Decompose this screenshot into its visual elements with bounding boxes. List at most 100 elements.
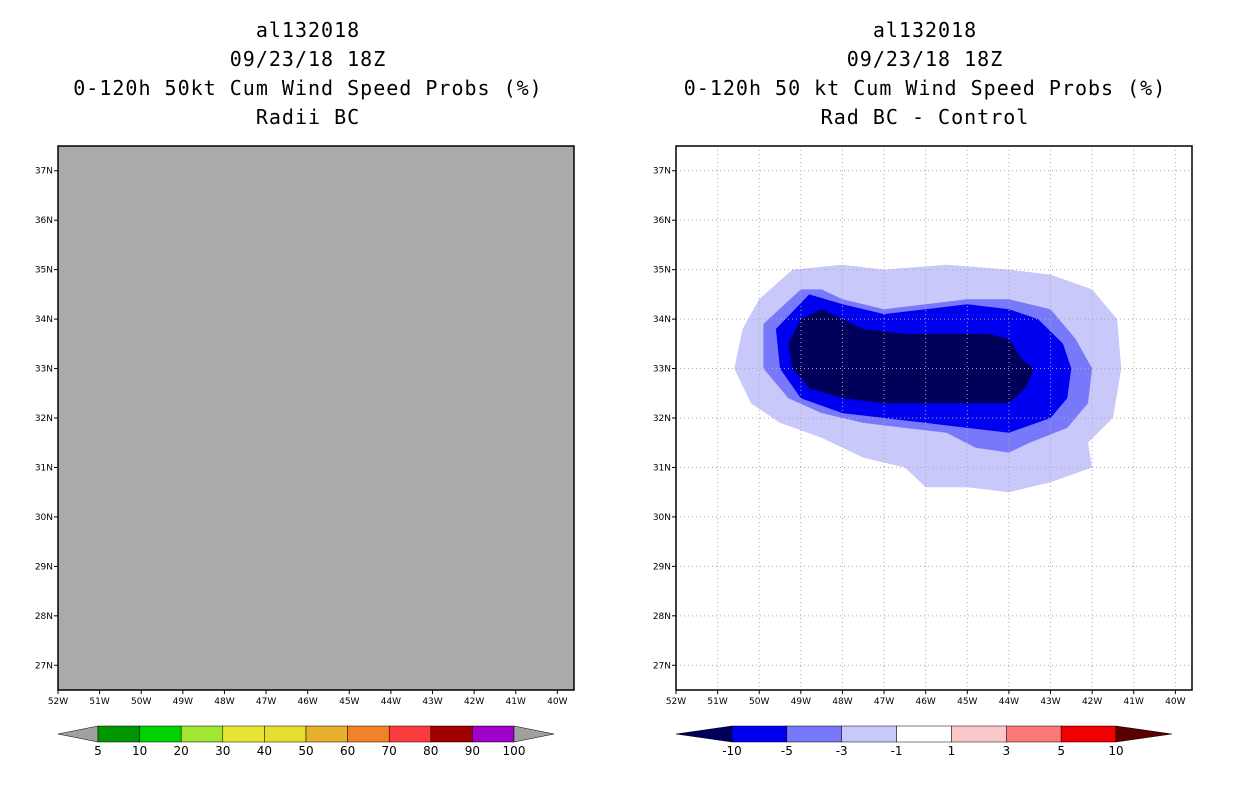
right-colorbar-label-5: 5 <box>1057 744 1065 758</box>
right-xtick-label-51W: 51W <box>707 697 727 707</box>
right-xtick-label-43W: 43W <box>1040 697 1060 707</box>
left-ytick-label-30N: 30N <box>35 513 53 523</box>
right-colorbar-swatch-4 <box>896 725 952 743</box>
right-colorbar-label-3: 3 <box>1002 744 1010 758</box>
right-xtick-label-47W: 47W <box>874 697 894 707</box>
right-ytick-label-28N: 28N <box>653 612 671 622</box>
left-colorbar-swatch-9 <box>430 725 473 743</box>
left-colorbar-swatch-7 <box>347 725 390 743</box>
left-colorbar-swatch-2 <box>139 725 182 743</box>
right-colorbar-label--5: -5 <box>781 744 793 758</box>
right-ytick-label-32N: 32N <box>653 414 671 424</box>
left-ytick-label-37N: 37N <box>35 167 53 177</box>
left-ytick-label-29N: 29N <box>35 562 53 572</box>
right-ytick-label-29N: 29N <box>653 562 671 572</box>
right-colorbar-swatch-1 <box>731 725 788 743</box>
left-xtick-label-50W: 50W <box>131 697 151 707</box>
left-colorbar-swatch-5 <box>264 725 307 743</box>
right-ytick-label-37N: 37N <box>653 167 671 177</box>
left-ytick-label-31N: 31N <box>35 463 53 473</box>
left-colorbar-label-50: 50 <box>298 744 313 758</box>
left-colorbar-label-70: 70 <box>382 744 397 758</box>
left-colorbar-label-40: 40 <box>257 744 272 758</box>
right-title-product: 0-120h 50 kt Cum Wind Speed Probs (%) <box>683 76 1167 100</box>
right-xtick-label-49W: 49W <box>791 697 811 707</box>
right-colorbar-swatch-7 <box>1060 725 1117 743</box>
left-xtick-label-49W: 49W <box>173 697 193 707</box>
left-ytick-label-27N: 27N <box>35 661 53 671</box>
right-ytick-label-31N: 31N <box>653 463 671 473</box>
right-colorbar-swatch-3 <box>841 725 897 743</box>
right-title-storm-id: al132018 <box>872 18 978 42</box>
left-colorbar-low-end <box>57 725 99 743</box>
left-colorbar-swatch-3 <box>180 725 224 743</box>
left-xtick-label-44W: 44W <box>381 697 401 707</box>
left-colorbar-label-100: 100 <box>503 744 526 758</box>
right-xtick-label-41W: 41W <box>1124 697 1144 707</box>
left-colorbar-label-90: 90 <box>465 744 480 758</box>
right-title-date: 09/23/18 18Z <box>846 47 1004 71</box>
right-colorbar-label--3: -3 <box>836 744 848 758</box>
right-colorbar-label--10: -10 <box>722 744 742 758</box>
left-colorbar-label-30: 30 <box>215 744 230 758</box>
right-contour-4 <box>788 309 1034 404</box>
left-colorbar-swatch-6 <box>305 725 348 743</box>
left-xtick-label-47W: 47W <box>256 697 276 707</box>
left-ytick-label-35N: 35N <box>35 266 53 276</box>
right-colorbar-swatch-5 <box>951 725 1007 743</box>
right-colorbar-swatch-6 <box>1006 725 1062 743</box>
left-title-product: 0-120h 50kt Cum Wind Speed Probs (%) <box>73 76 543 100</box>
left-title-date: 09/23/18 18Z <box>229 47 387 71</box>
left-colorbar-high-end <box>513 725 555 743</box>
right-ytick-label-36N: 36N <box>653 216 671 226</box>
left-title-method: Radii BC <box>255 105 361 129</box>
right-xtick-label-42W: 42W <box>1082 697 1102 707</box>
right-ytick-label-35N: 35N <box>653 266 671 276</box>
left-xtick-label-46W: 46W <box>297 697 317 707</box>
right-colorbar-label-1: 1 <box>948 744 956 758</box>
left-xtick-label-42W: 42W <box>464 697 484 707</box>
left-xtick-label-52W: 52W <box>48 697 68 707</box>
left-colorbar-label-80: 80 <box>423 744 438 758</box>
left-xtick-label-48W: 48W <box>214 697 234 707</box>
right-xtick-label-40W: 40W <box>1165 697 1185 707</box>
right-ytick-label-33N: 33N <box>653 365 671 375</box>
right-title-method: Rad BC - Control <box>820 105 1030 129</box>
right-ytick-label-34N: 34N <box>653 315 671 325</box>
right-colorbar-label-10: 10 <box>1108 744 1123 758</box>
right-xtick-label-50W: 50W <box>749 697 769 707</box>
left-ytick-label-34N: 34N <box>35 315 53 325</box>
left-colorbar-swatch-8 <box>388 725 432 743</box>
left-xtick-label-45W: 45W <box>339 697 359 707</box>
right-xtick-label-46W: 46W <box>915 697 935 707</box>
left-ytick-label-28N: 28N <box>35 612 53 622</box>
right-colorbar-label--1: -1 <box>891 744 903 758</box>
left-colorbar-label-5: 5 <box>94 744 102 758</box>
right-xtick-label-52W: 52W <box>666 697 686 707</box>
left-ytick-label-36N: 36N <box>35 216 53 226</box>
left-ytick-label-32N: 32N <box>35 414 53 424</box>
left-xtick-label-40W: 40W <box>547 697 567 707</box>
left-title-storm-id: al132018 <box>255 18 361 42</box>
right-colorbar-swatch-2 <box>786 725 842 743</box>
right-chart-title: al132018 09/23/18 18Z 0-120h 50 kt Cum W… <box>645 16 1205 132</box>
right-xtick-label-48W: 48W <box>832 697 852 707</box>
left-xtick-label-41W: 41W <box>506 697 526 707</box>
right-ytick-label-27N: 27N <box>653 661 671 671</box>
left-colorbar-label-10: 10 <box>132 744 147 758</box>
left-chart-title: al132018 09/23/18 18Z 0-120h 50kt Cum Wi… <box>28 16 588 132</box>
left-colorbar-label-20: 20 <box>174 744 189 758</box>
left-data-field <box>58 146 574 690</box>
left-xtick-label-51W: 51W <box>89 697 109 707</box>
left-xtick-label-43W: 43W <box>422 697 442 707</box>
right-ytick-label-30N: 30N <box>653 513 671 523</box>
right-colorbar-low-end <box>675 725 733 743</box>
right-colorbar-high-end <box>1115 725 1173 743</box>
left-colorbar-swatch-10 <box>472 725 515 743</box>
left-colorbar-swatch-1 <box>97 725 140 743</box>
left-colorbar-label-60: 60 <box>340 744 355 758</box>
left-colorbar-swatch-4 <box>222 725 265 743</box>
right-xtick-label-44W: 44W <box>999 697 1019 707</box>
left-ytick-label-33N: 33N <box>35 365 53 375</box>
